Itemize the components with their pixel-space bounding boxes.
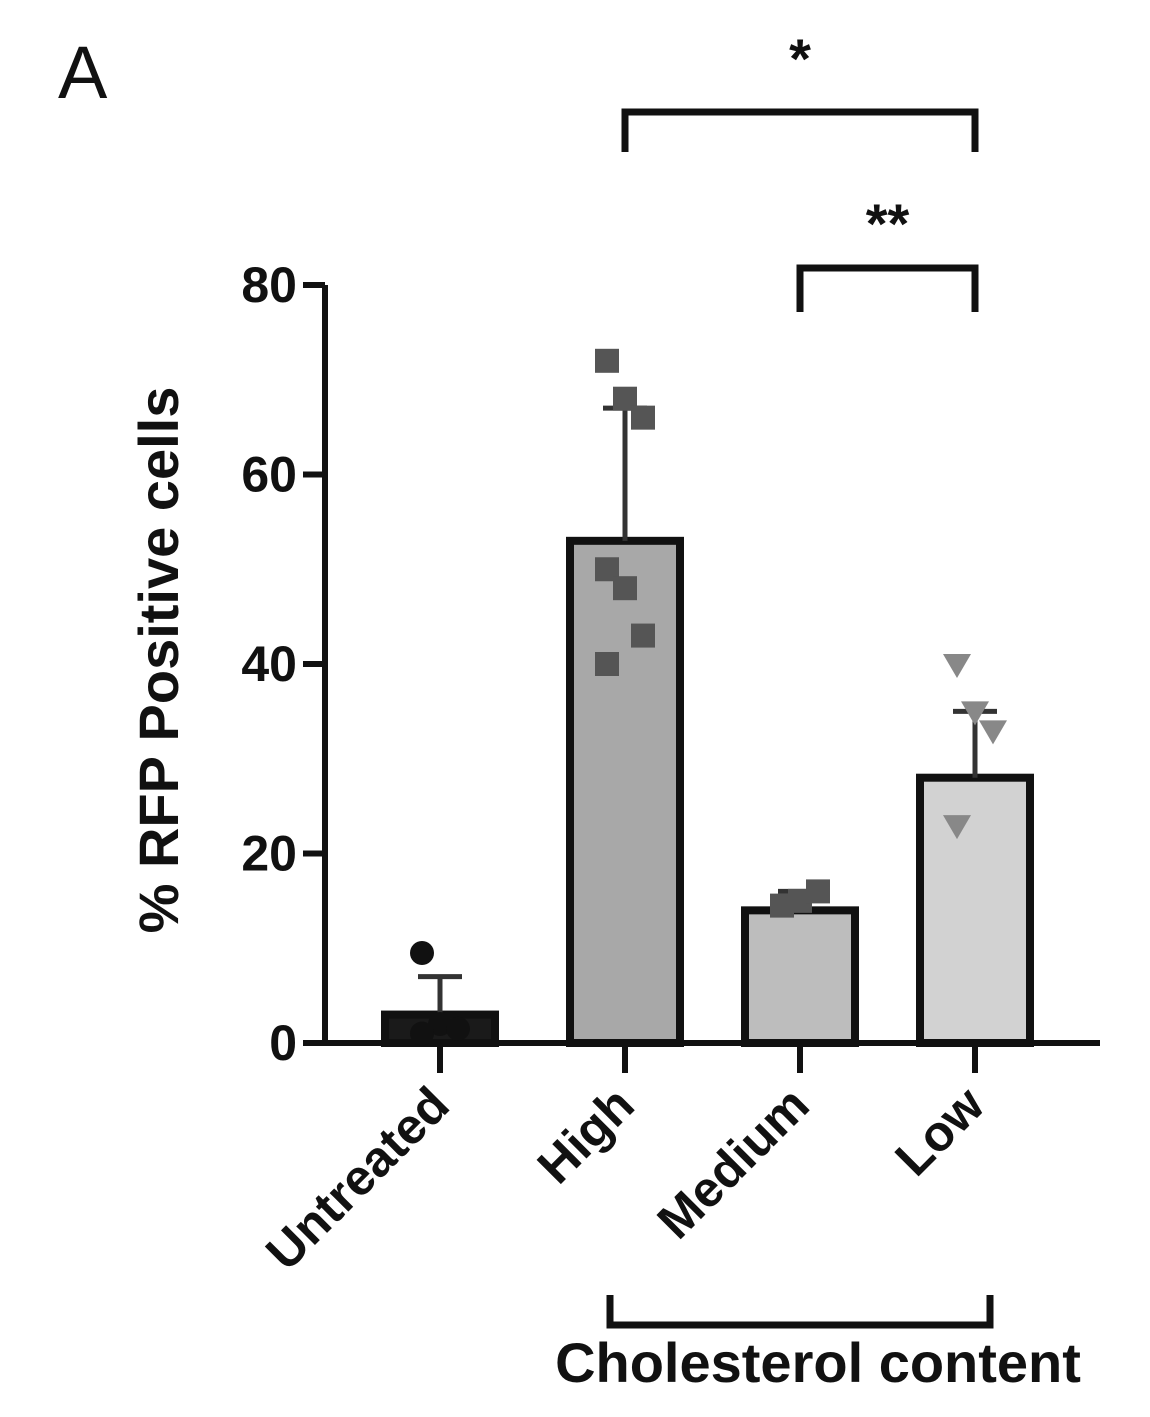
data-point [806,879,830,903]
data-point [631,624,655,648]
y-tick-label: 60 [241,447,297,503]
y-tick-label: 40 [241,636,297,692]
significance-label: * [789,27,811,90]
group-bracket [610,1295,990,1325]
y-tick-label: 80 [241,257,297,313]
data-point [595,349,619,373]
x-tick-label-high: High [527,1076,645,1194]
data-point [943,654,971,678]
bar-medium [745,910,855,1043]
bar-low [920,778,1030,1043]
data-point [613,576,637,600]
data-point [979,720,1007,744]
y-tick-label: 0 [269,1015,297,1071]
data-point [595,652,619,676]
x-tick-label-untreated: Untreated [255,1076,460,1281]
data-point [446,1017,470,1041]
x-tick-label-medium: Medium [647,1076,820,1249]
plot-area: 020406080UntreatedHighMediumLow*** [241,27,1100,1325]
significance-bracket [625,112,975,152]
significance-label: ** [866,192,910,255]
data-point [631,406,655,430]
data-point [410,1022,434,1046]
y-tick-label: 20 [241,826,297,882]
bar-high [570,541,680,1043]
significance-bracket [800,268,975,312]
group-label: Cholesterol content [555,1331,1081,1394]
panel-label: A [58,31,108,114]
data-point [410,941,434,965]
y-axis-label: % RFP Positive cells [127,387,190,934]
x-tick-label-low: Low [884,1076,994,1186]
